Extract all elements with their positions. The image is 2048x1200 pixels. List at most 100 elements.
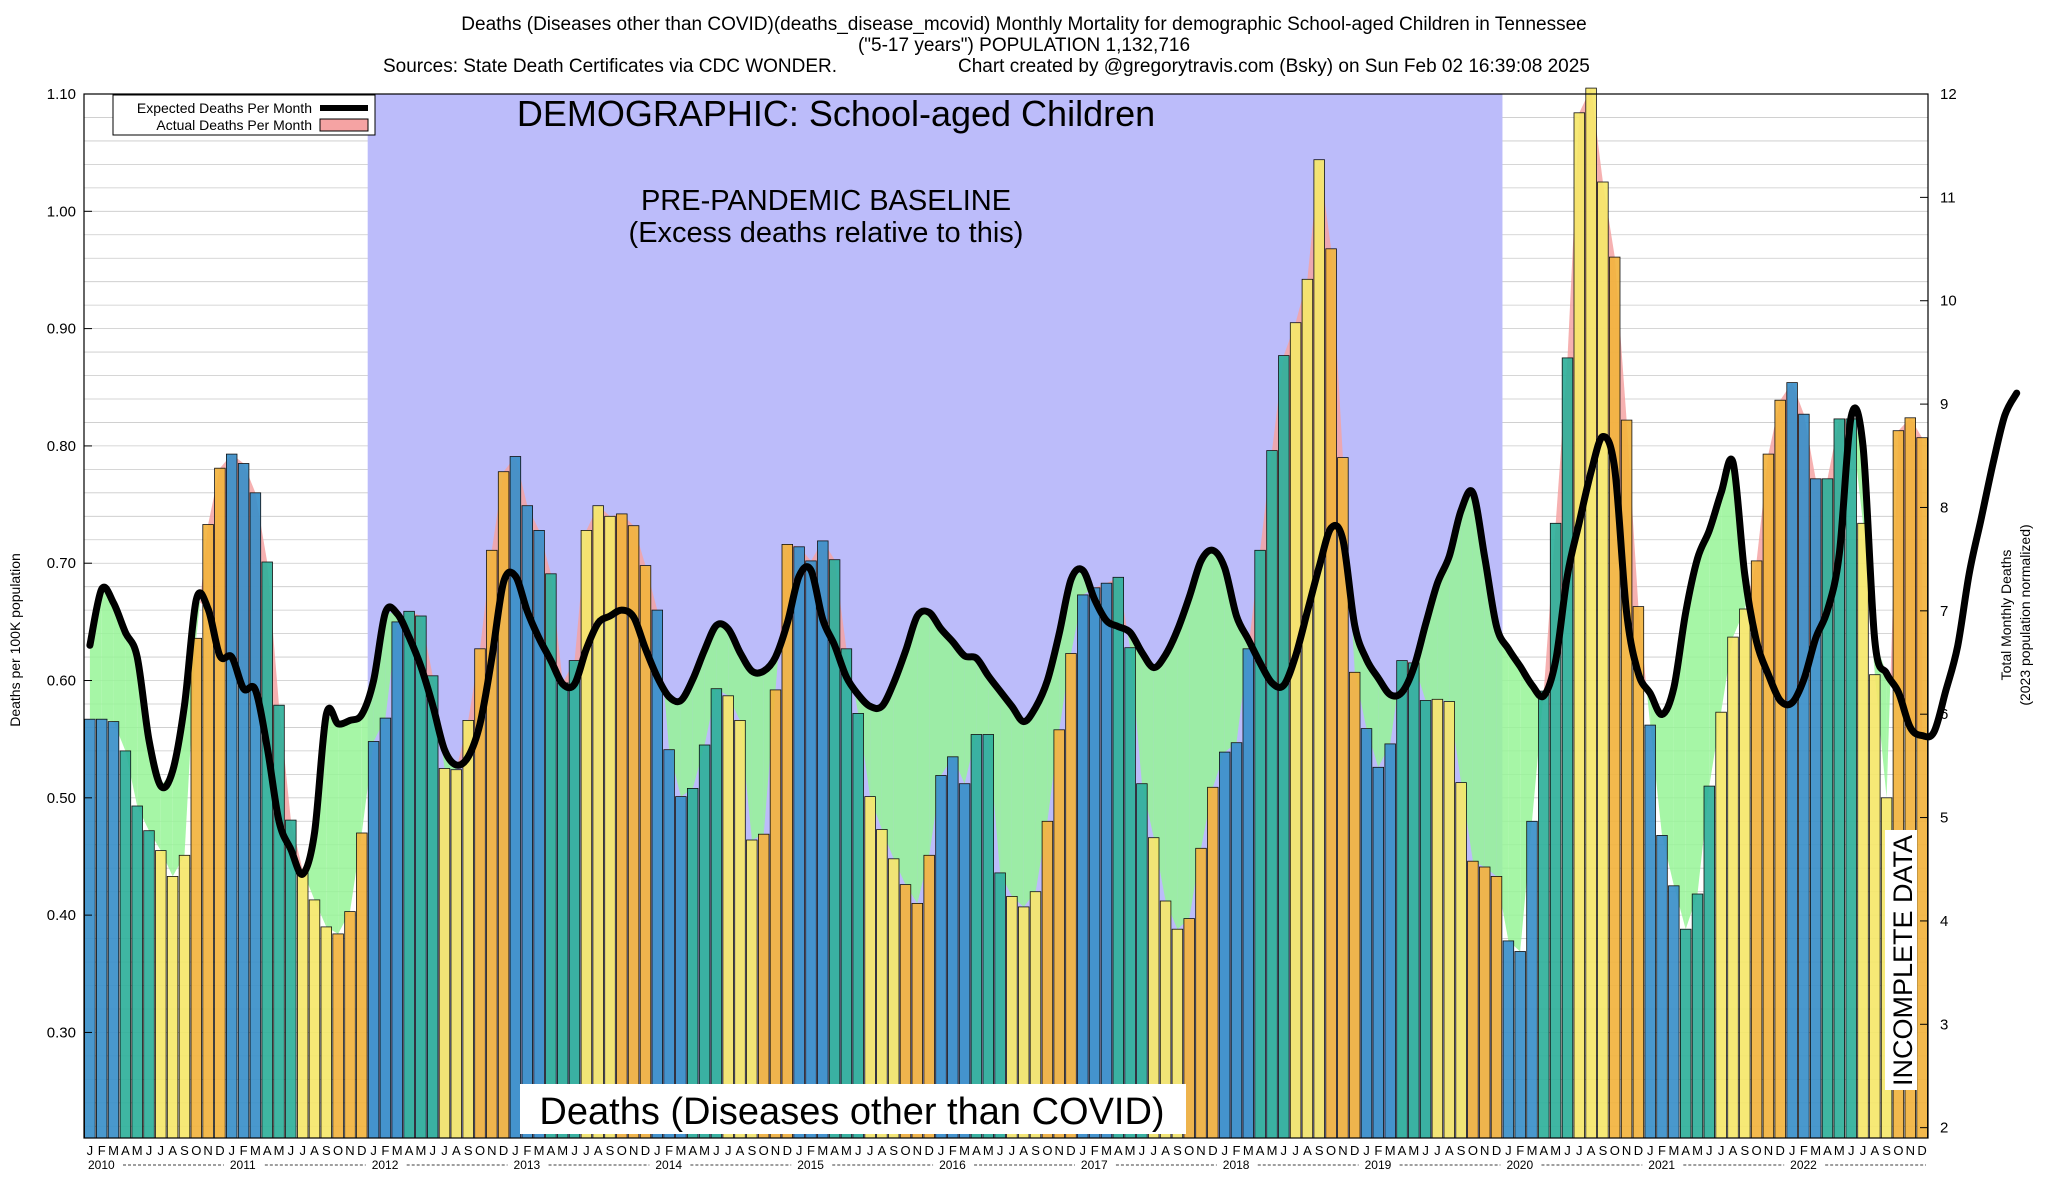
deficit-area xyxy=(1011,706,1024,907)
x-month-label: N xyxy=(1764,1143,1773,1158)
x-month-label: J xyxy=(1576,1143,1583,1158)
x-month-label: O xyxy=(759,1143,769,1158)
x-year-label: 2010 xyxy=(88,1158,115,1172)
data-bar xyxy=(852,713,864,1139)
deficit-area xyxy=(1201,550,1213,849)
x-month-label: S xyxy=(1315,1143,1324,1158)
x-month-label: N xyxy=(629,1143,638,1158)
x-month-label: J xyxy=(1422,1143,1429,1158)
x-month-label: J xyxy=(654,1143,661,1158)
data-bar xyxy=(1691,893,1704,1139)
chart-subtitle: ("5-17 years") POPULATION 1,132,716 xyxy=(857,35,1191,56)
x-year-label-bg xyxy=(369,1158,406,1171)
x-month-label: D xyxy=(215,1143,224,1158)
x-month-label: D xyxy=(499,1143,508,1158)
x-month-label: S xyxy=(889,1143,898,1158)
data-bar xyxy=(1372,766,1385,1139)
data-bar xyxy=(1266,450,1278,1139)
legend-actual-swatch xyxy=(319,118,369,132)
x-month-label: J xyxy=(1647,1143,1654,1158)
data-bar xyxy=(332,933,344,1139)
x-month-label: D xyxy=(783,1143,792,1158)
x-month-label: J xyxy=(1080,1143,1087,1158)
deficit-area xyxy=(881,682,894,859)
x-year-label: 2013 xyxy=(514,1158,541,1172)
x-month-label: J xyxy=(1789,1143,1796,1158)
x-month-label: A xyxy=(688,1143,697,1158)
data-bar xyxy=(415,615,427,1139)
data-bar xyxy=(1774,399,1786,1139)
x-month-label: N xyxy=(771,1143,780,1158)
x-month-label: O xyxy=(1326,1143,1336,1158)
x-month-label: N xyxy=(1622,1143,1631,1158)
x-month-label: F xyxy=(807,1143,815,1158)
x-month-label: F xyxy=(1800,1143,1808,1158)
data-bar xyxy=(970,734,983,1139)
data-bar xyxy=(155,850,167,1139)
data-bar xyxy=(261,561,273,1139)
data-bar xyxy=(391,621,403,1139)
data-bar xyxy=(1490,876,1503,1139)
x-month-label: A xyxy=(1161,1143,1170,1158)
data-bar xyxy=(1195,847,1207,1139)
x-month-label: J xyxy=(1706,1143,1713,1158)
data-bar xyxy=(462,720,474,1139)
data-bar xyxy=(509,456,522,1139)
x-year-label: 2021 xyxy=(1648,1158,1675,1172)
x-month-label: M xyxy=(1125,1143,1136,1158)
x-year-label-bg xyxy=(795,1158,832,1171)
baseline-label: PRE-PANDEMIC BASELINE xyxy=(641,185,1011,217)
x-month-label: M xyxy=(841,1143,852,1158)
data-bar xyxy=(947,756,959,1139)
x-year-label: 2015 xyxy=(797,1158,824,1172)
x-month-label: J xyxy=(158,1143,165,1158)
x-month-label: J xyxy=(87,1143,94,1158)
data-bar xyxy=(1219,751,1231,1139)
data-bar xyxy=(935,775,947,1139)
x-year-label-bg xyxy=(227,1158,264,1171)
y-tick-label: 1.00 xyxy=(47,203,76,220)
data-bar xyxy=(119,750,132,1139)
data-bar xyxy=(308,899,321,1139)
deficit-area xyxy=(952,641,965,784)
data-bar xyxy=(1455,782,1467,1139)
deficit-area xyxy=(1023,707,1036,907)
x-month-label: J xyxy=(1009,1143,1016,1158)
x-month-label: N xyxy=(487,1143,496,1158)
data-bar xyxy=(1810,478,1822,1139)
x-month-label: D xyxy=(1492,1143,1501,1158)
deficit-area xyxy=(1437,556,1450,702)
data-bar xyxy=(1857,522,1869,1139)
data-bar xyxy=(1680,928,1692,1139)
x-month-label: J xyxy=(938,1143,945,1158)
chart-header: Deaths (Diseases other than COVID)(death… xyxy=(0,14,2048,56)
data-bar xyxy=(1254,549,1266,1139)
x-year-label: 2011 xyxy=(230,1158,256,1172)
x-month-label: O xyxy=(333,1143,343,1158)
data-bar xyxy=(403,610,415,1139)
x-month-label: M xyxy=(1550,1143,1561,1158)
data-bar xyxy=(1479,866,1491,1139)
deficit-area xyxy=(1390,693,1398,744)
y2-tick-label: 6 xyxy=(1940,706,1948,723)
x-month-label: F xyxy=(98,1143,106,1158)
x-month-label: M xyxy=(675,1143,686,1158)
deficit-area xyxy=(101,589,114,722)
deficit-area xyxy=(338,720,350,934)
data-bar xyxy=(1703,785,1716,1139)
y-tick-label: 0.70 xyxy=(47,555,76,572)
x-year-label: 2014 xyxy=(655,1158,682,1172)
data-bar xyxy=(190,637,203,1139)
data-bar xyxy=(1609,256,1621,1139)
data-bar xyxy=(214,467,226,1139)
data-bar xyxy=(710,688,723,1139)
x-month-label: S xyxy=(1173,1143,1182,1158)
data-bar xyxy=(1727,636,1739,1139)
data-bar xyxy=(580,530,593,1139)
x-year-label-bg xyxy=(1362,1158,1399,1171)
x-month-label: M xyxy=(1101,1143,1112,1158)
x-month-label: J xyxy=(370,1143,377,1158)
deficit-area xyxy=(751,671,764,840)
x-month-label: J xyxy=(1848,1143,1855,1158)
deficit-area xyxy=(326,714,339,934)
